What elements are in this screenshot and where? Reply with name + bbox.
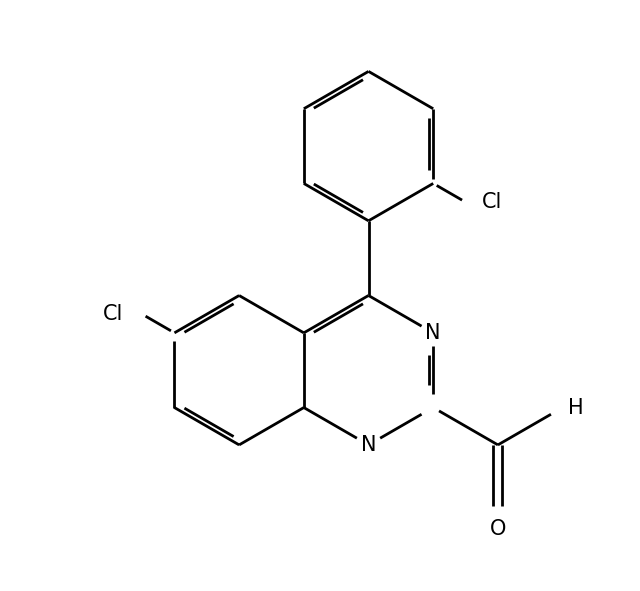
Text: Cl: Cl [482, 192, 502, 212]
Text: O: O [490, 518, 506, 538]
Text: N: N [361, 435, 376, 455]
Text: H: H [568, 398, 584, 418]
Text: Cl: Cl [103, 304, 124, 324]
Text: N: N [426, 323, 441, 343]
